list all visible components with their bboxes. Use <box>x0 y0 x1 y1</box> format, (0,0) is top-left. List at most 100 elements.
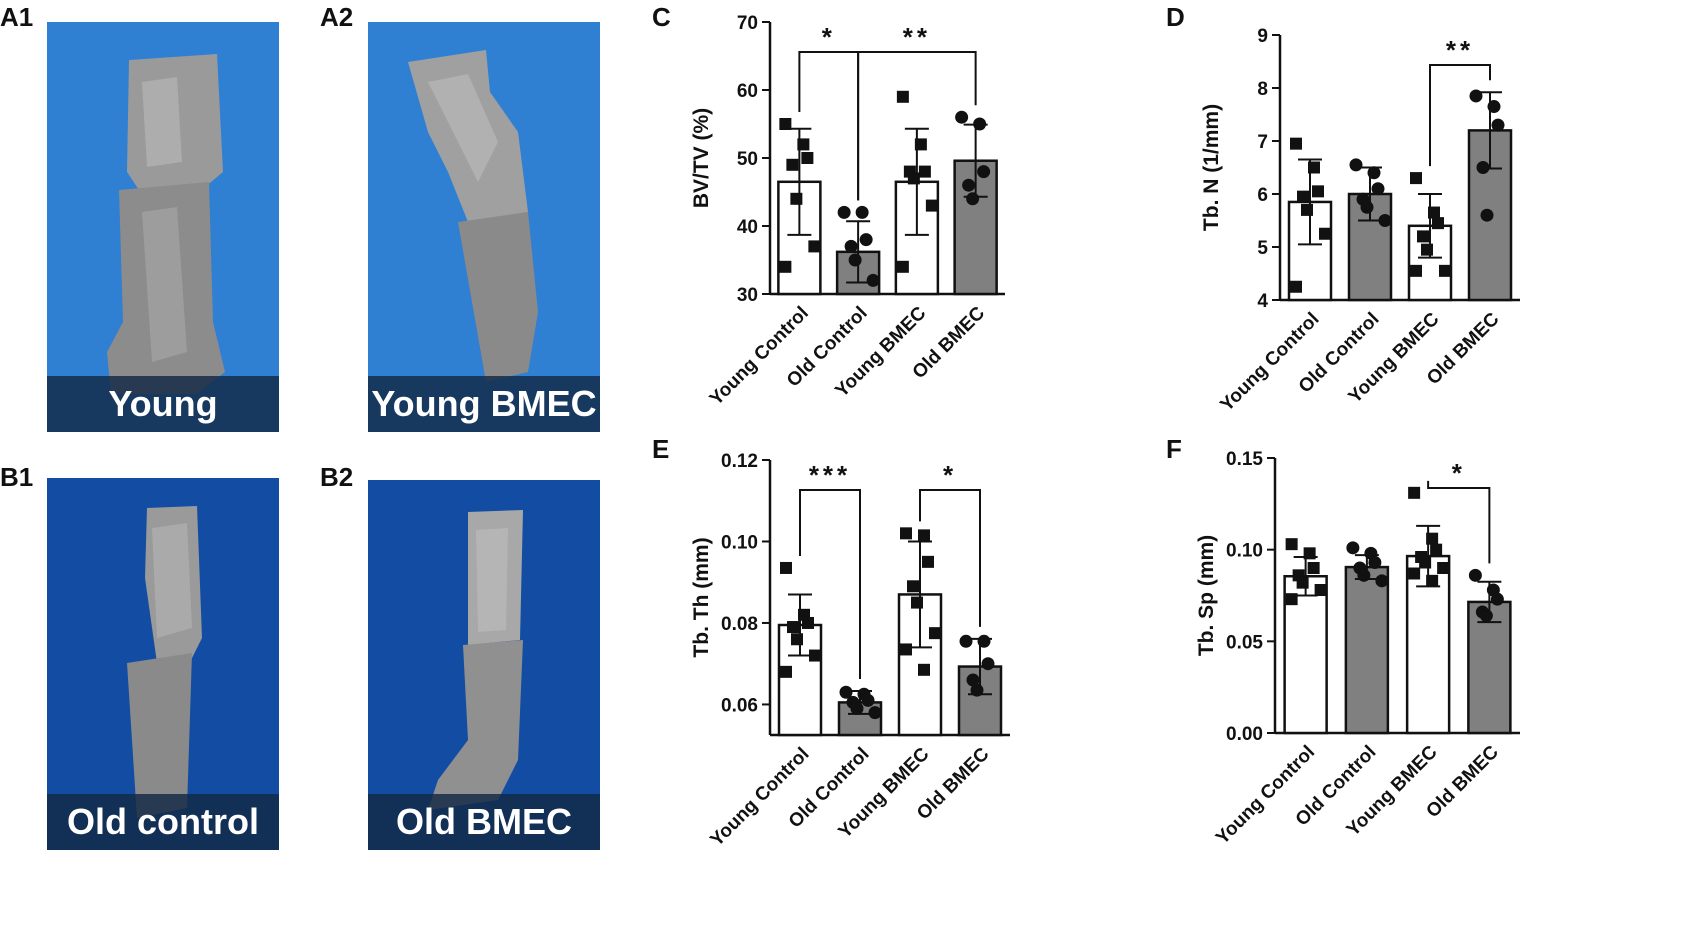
data-point-square <box>1303 547 1316 560</box>
data-point-circle <box>977 634 991 648</box>
data-point-square <box>1314 584 1327 596</box>
bar-chart-svg: 0.00 0.05 0.10 0.15 Tb. Sp (mm) Young Control… <box>1195 449 1520 849</box>
data-point-circle <box>848 253 862 267</box>
data-point-circle <box>977 165 991 179</box>
data-point-square <box>790 192 803 205</box>
panel-label-f: F <box>1166 434 1182 464</box>
x-tick-label: Young Control <box>1216 309 1323 416</box>
data-point-square <box>801 152 814 164</box>
y-tick-label: 0.10 <box>721 532 758 553</box>
data-point-square <box>1419 556 1432 569</box>
y-tick-label: 0.10 <box>1226 541 1263 562</box>
image-caption: Young BMEC <box>368 376 600 432</box>
data-point-square <box>1426 532 1439 545</box>
data-point-square <box>1421 243 1433 256</box>
data-point-square <box>1296 576 1309 589</box>
data-point-circle <box>955 110 969 124</box>
data-point-square <box>1307 562 1320 574</box>
y-tick-label: 60 <box>737 81 758 102</box>
significance-label: *** <box>809 460 851 490</box>
data-point-square <box>1428 206 1440 219</box>
bone-render-graphic <box>127 506 202 818</box>
y-axis-title: Tb. N (1/mm) <box>1200 104 1223 231</box>
data-point-square <box>929 627 941 640</box>
data-point-square <box>780 561 792 574</box>
y-tick-label: 0.08 <box>721 614 758 635</box>
chart-bv-tv: 30 40 50 60 70 BV/TV (%) Young Control Old Cont… <box>690 10 1040 430</box>
data-point-circle <box>1346 541 1360 555</box>
data-point-square <box>779 118 792 130</box>
data-point-square <box>780 665 792 678</box>
data-point-circle <box>966 673 980 687</box>
data-point-circle <box>1487 100 1501 114</box>
data-point-circle <box>839 685 853 699</box>
data-point-square <box>918 529 930 542</box>
significance-label: ** <box>1446 35 1474 65</box>
data-point-square <box>802 616 814 629</box>
bone-render-graphic <box>107 54 225 394</box>
y-axis-title: BV/TV (%) <box>690 108 713 208</box>
significance-bracket <box>857 51 977 201</box>
x-tick-label: Young Control <box>1212 742 1319 849</box>
x-tick-label: Young Control <box>706 303 813 410</box>
data-point-square <box>786 158 799 171</box>
data-point-circle <box>962 178 976 192</box>
data-point-square <box>1312 185 1324 198</box>
data-point-circle <box>855 205 869 219</box>
data-point-circle <box>1368 556 1382 569</box>
data-point-square <box>911 596 923 609</box>
data-point-circle <box>1490 592 1504 606</box>
y-axis-title: Tb. Th (mm) <box>690 537 713 657</box>
image-caption: Old control <box>47 794 279 850</box>
panel-label-d: D <box>1166 2 1185 32</box>
data-point-square <box>1439 264 1451 277</box>
data-point-square <box>900 643 912 656</box>
data-point-circle <box>1371 182 1385 196</box>
data-point-circle <box>1349 158 1363 172</box>
data-point-square <box>809 649 821 662</box>
data-point-square <box>907 580 919 593</box>
data-point-square <box>1319 227 1331 240</box>
data-point-square <box>896 90 909 103</box>
panel-label-a1: A1 <box>0 2 34 32</box>
data-point-circle <box>837 205 851 219</box>
y-tick-label: 0.12 <box>721 451 758 472</box>
data-point-square <box>1297 190 1309 203</box>
x-tick-label: Young Control <box>706 744 813 851</box>
data-point-circle <box>1476 161 1490 174</box>
data-point-square <box>900 527 912 540</box>
data-point-square <box>1290 280 1302 293</box>
significance-label: * <box>822 22 836 52</box>
bone-render-graphic <box>408 50 538 382</box>
microct-image-young-bmec: Young BMEC <box>368 22 600 432</box>
data-point-square <box>1437 562 1450 574</box>
y-tick-label: 7 <box>1257 132 1268 153</box>
y-tick-label: 50 <box>737 149 758 170</box>
chart-tb-sp: 0.00 0.05 0.10 0.15 Tb. Sp (mm) Young Control… <box>1185 449 1565 920</box>
panel-label-b1: B1 <box>0 462 34 492</box>
data-point-circle <box>866 273 880 287</box>
data-point-square <box>914 138 927 151</box>
significance-label: * <box>1452 458 1466 488</box>
microct-image-old-control: Old control <box>47 478 279 850</box>
bar-2 <box>1344 565 1390 735</box>
significance-label: * <box>943 460 957 490</box>
data-point-circle <box>861 693 875 707</box>
significance-bracket <box>799 489 861 679</box>
significance-bracket <box>919 489 981 627</box>
y-tick-label: 4 <box>1257 291 1268 312</box>
data-point-circle <box>1479 609 1493 623</box>
y-tick-label: 40 <box>737 217 758 238</box>
data-point-circle <box>1378 214 1392 227</box>
bar-chart-svg: 0.06 0.08 0.10 0.12 Tb. Th (mm) Young Control… <box>690 451 1010 851</box>
data-point-square <box>1408 567 1421 580</box>
panel-label-e: E <box>652 434 670 464</box>
data-point-square <box>1308 161 1320 174</box>
data-point-square <box>787 621 799 634</box>
significance-bracket <box>798 51 860 201</box>
data-point-circle <box>1491 118 1505 132</box>
y-tick-label: 0.00 <box>1226 724 1263 745</box>
data-point-square <box>1285 593 1298 606</box>
data-point-circle <box>973 117 987 131</box>
